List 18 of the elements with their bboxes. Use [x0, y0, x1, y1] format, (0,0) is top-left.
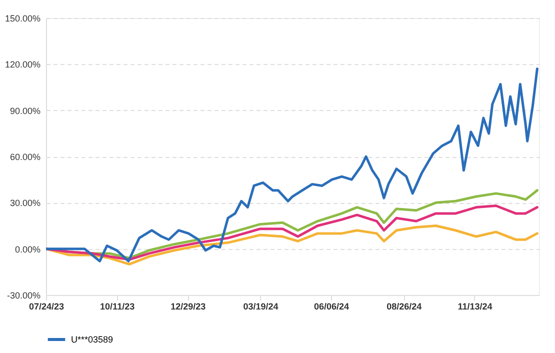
line-series: [46, 68, 538, 262]
line-series: [46, 224, 538, 266]
x-tick-label: 10/11/23: [100, 302, 135, 312]
y-tick-label: 60.00%: [10, 152, 40, 162]
x-tick-label: 03/19/24: [243, 302, 278, 312]
x-tick-label: 11/13/24: [458, 302, 492, 312]
x-tick-label: 06/06/24: [314, 302, 350, 312]
y-tick-label: -30.00%: [6, 290, 40, 300]
y-tick-label: 30.00%: [10, 198, 40, 208]
legend-label: U***03589: [71, 334, 114, 344]
y-tick-label: 120.00%: [4, 60, 40, 70]
y-tick-label: 90.00%: [10, 106, 40, 116]
line-series: [46, 204, 538, 261]
x-tick-label: 08/26/24: [386, 302, 422, 312]
y-tick-label: 150.00%: [4, 14, 40, 24]
x-tick-label: 12/29/23: [170, 302, 206, 312]
x-tick-label: 07/24/23: [28, 302, 64, 312]
y-tick-label: 0.00%: [14, 244, 40, 254]
